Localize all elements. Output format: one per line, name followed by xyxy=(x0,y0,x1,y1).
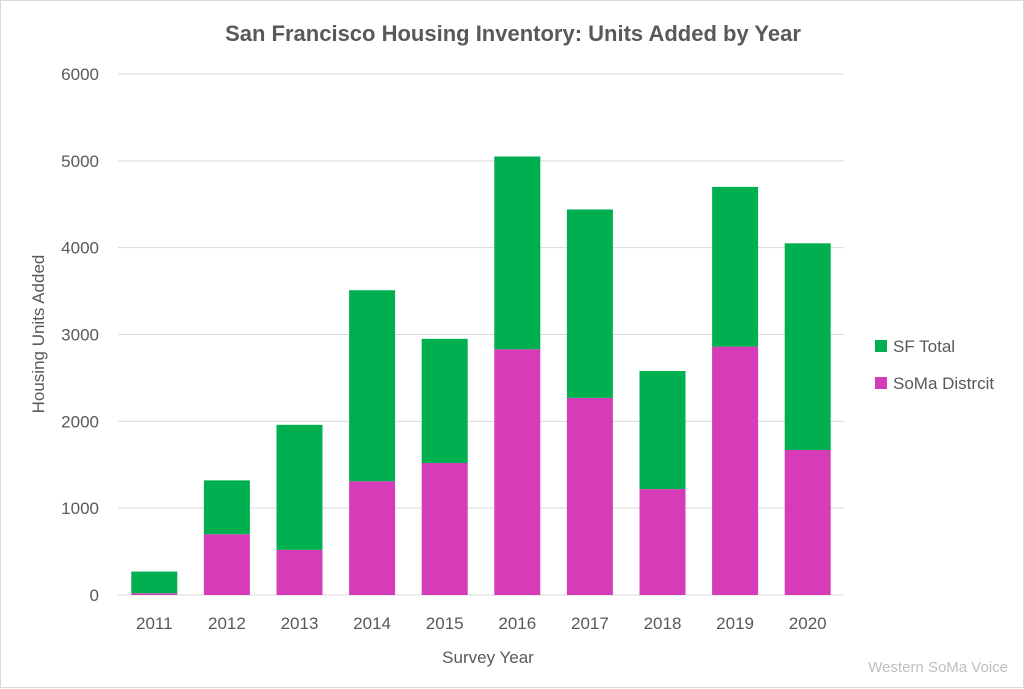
bar-soma-2012 xyxy=(203,534,250,595)
x-tick-label: 2020 xyxy=(789,614,827,633)
legend-label: SF Total xyxy=(893,337,955,356)
y-tick-labels: 0 1000 2000 3000 4000 5000 6000 xyxy=(61,65,99,605)
bar-soma-2013 xyxy=(276,549,323,595)
bar-soma-2019 xyxy=(712,346,759,595)
y-tick-label: 1000 xyxy=(61,499,99,518)
chart-title: San Francisco Housing Inventory: Units A… xyxy=(225,21,801,46)
watermark-text: Western SoMa Voice xyxy=(868,659,1008,676)
x-tick-label: 2013 xyxy=(281,614,319,633)
y-tick-label: 0 xyxy=(90,586,99,605)
y-tick-label: 6000 xyxy=(61,65,99,84)
legend: SF Total SoMa Distrcit xyxy=(875,337,994,393)
bar-sf-total-2011 xyxy=(131,571,178,594)
y-tick-label: 4000 xyxy=(61,239,99,258)
legend-label: SoMa Distrcit xyxy=(893,374,994,393)
x-tick-label: 2018 xyxy=(644,614,682,633)
bar-soma-2018 xyxy=(639,489,686,595)
bar-soma-2011 xyxy=(131,593,178,595)
bar-soma-2016 xyxy=(494,349,541,595)
x-tick-label: 2017 xyxy=(571,614,609,633)
x-tick-label: 2011 xyxy=(136,614,173,633)
bars xyxy=(131,156,831,595)
bar-sf-total-2012 xyxy=(203,480,250,535)
bar-sf-total-2013 xyxy=(276,424,323,550)
x-tick-label: 2015 xyxy=(426,614,464,633)
x-tick-label: 2014 xyxy=(353,614,391,633)
legend-swatch xyxy=(875,377,887,389)
legend-swatch xyxy=(875,340,887,352)
x-tick-label: 2012 xyxy=(208,614,246,633)
bar-sf-total-2018 xyxy=(639,370,686,490)
x-tick-labels: 2011 2012 2013 2014 2015 2016 2017 2018 2019 2020 xyxy=(136,614,827,633)
bar-soma-2014 xyxy=(349,481,396,595)
bar-sf-total-2014 xyxy=(349,290,396,482)
bar-sf-total-2015 xyxy=(421,338,468,464)
bar-soma-2020 xyxy=(784,449,831,595)
x-tick-label: 2016 xyxy=(498,614,536,633)
bar-sf-total-2020 xyxy=(784,243,831,450)
bar-soma-2015 xyxy=(421,463,468,595)
bar-soma-2017 xyxy=(566,397,613,595)
bar-sf-total-2017 xyxy=(566,209,613,398)
bar-sf-total-2019 xyxy=(712,186,759,347)
bar-sf-total-2016 xyxy=(494,156,541,350)
x-axis-label: Survey Year xyxy=(442,648,534,667)
y-axis-label: Housing Units Added xyxy=(29,255,48,414)
x-tick-label: 2019 xyxy=(716,614,754,633)
y-tick-label: 5000 xyxy=(61,152,99,171)
y-tick-label: 2000 xyxy=(61,412,99,431)
y-tick-label: 3000 xyxy=(61,326,99,345)
